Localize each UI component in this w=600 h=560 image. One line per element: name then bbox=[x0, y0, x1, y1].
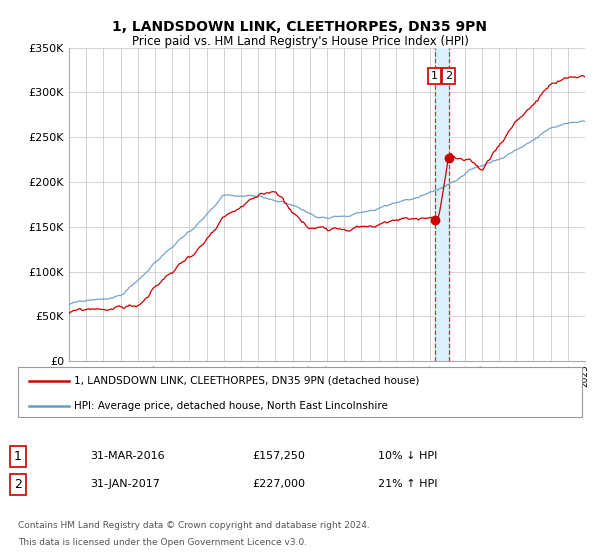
Text: 2: 2 bbox=[445, 71, 452, 81]
Text: HPI: Average price, detached house, North East Lincolnshire: HPI: Average price, detached house, Nort… bbox=[74, 401, 388, 411]
Text: 21% ↑ HPI: 21% ↑ HPI bbox=[378, 479, 437, 489]
Text: Contains HM Land Registry data © Crown copyright and database right 2024.: Contains HM Land Registry data © Crown c… bbox=[18, 521, 370, 530]
Point bbox=[430, 216, 439, 225]
Text: 10% ↓ HPI: 10% ↓ HPI bbox=[378, 451, 437, 461]
Text: £227,000: £227,000 bbox=[252, 479, 305, 489]
Text: 1: 1 bbox=[14, 450, 22, 463]
Bar bbox=[434, 48, 449, 361]
Text: 1, LANDSDOWN LINK, CLEETHORPES, DN35 9PN: 1, LANDSDOWN LINK, CLEETHORPES, DN35 9PN bbox=[113, 20, 487, 34]
Text: Price paid vs. HM Land Registry's House Price Index (HPI): Price paid vs. HM Land Registry's House … bbox=[131, 35, 469, 48]
Text: 1, LANDSDOWN LINK, CLEETHORPES, DN35 9PN (detached house): 1, LANDSDOWN LINK, CLEETHORPES, DN35 9PN… bbox=[74, 376, 420, 386]
Text: 1: 1 bbox=[431, 71, 438, 81]
Point bbox=[444, 153, 454, 162]
Text: £157,250: £157,250 bbox=[252, 451, 305, 461]
Text: 31-JAN-2017: 31-JAN-2017 bbox=[90, 479, 160, 489]
Text: 31-MAR-2016: 31-MAR-2016 bbox=[90, 451, 164, 461]
Text: 2: 2 bbox=[14, 478, 22, 491]
Text: This data is licensed under the Open Government Licence v3.0.: This data is licensed under the Open Gov… bbox=[18, 538, 307, 547]
